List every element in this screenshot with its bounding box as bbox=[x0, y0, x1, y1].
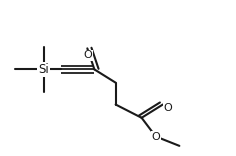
Text: O: O bbox=[83, 50, 92, 60]
Text: O: O bbox=[164, 103, 173, 113]
Text: Si: Si bbox=[38, 63, 49, 76]
Text: O: O bbox=[151, 132, 160, 141]
